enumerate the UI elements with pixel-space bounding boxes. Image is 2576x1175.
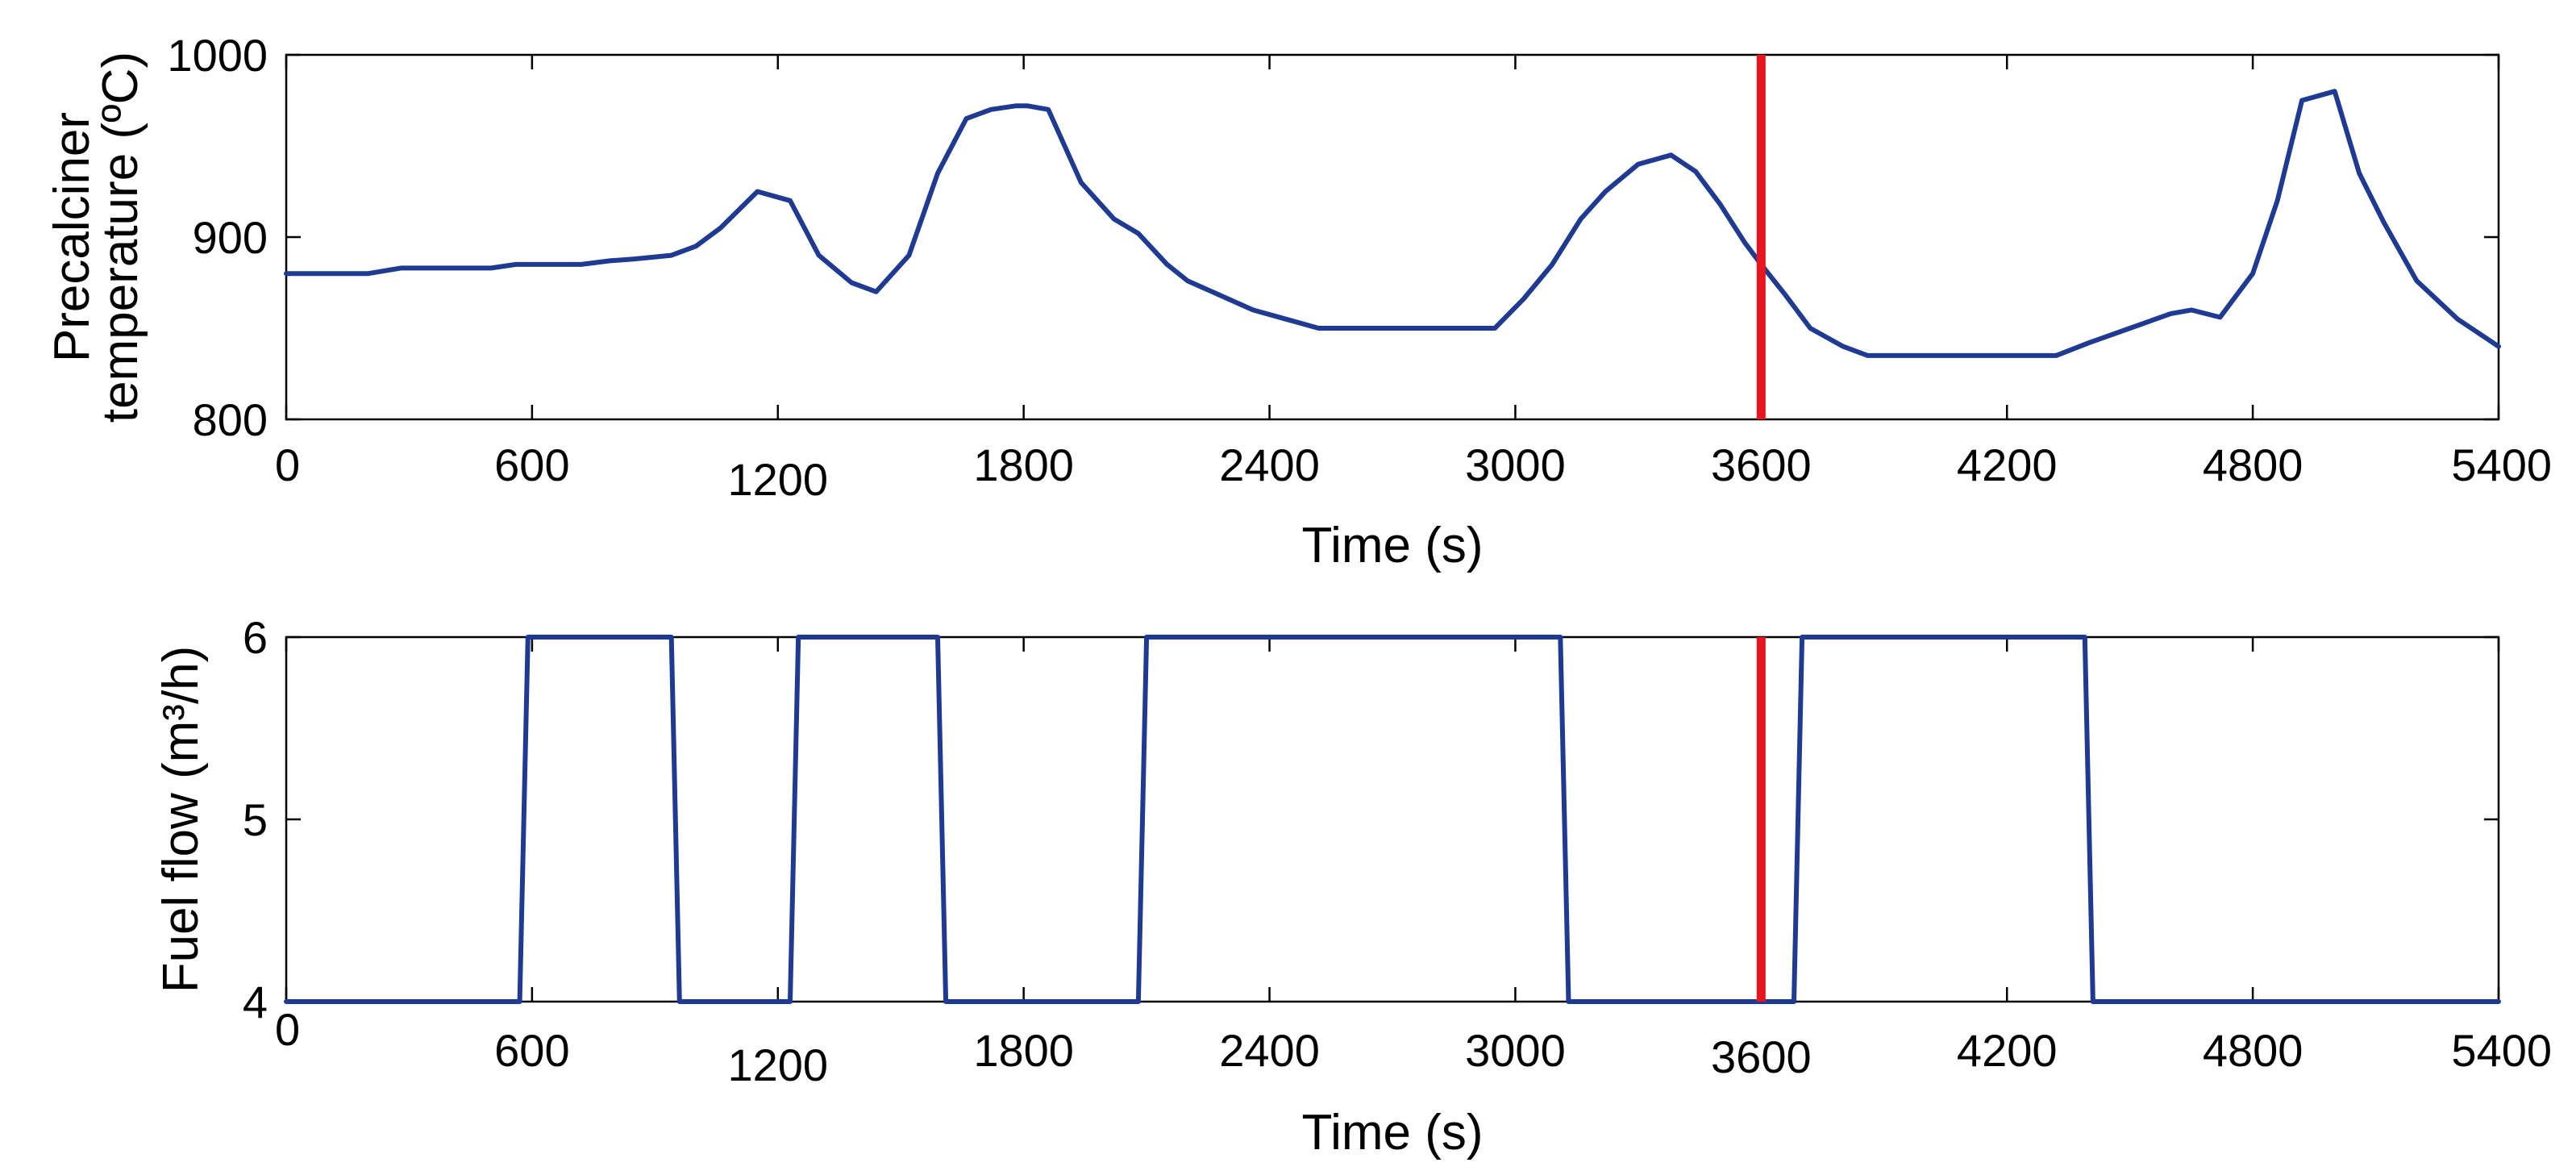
x-tick-label: 5400	[2451, 1025, 2552, 1076]
series-group-bottom	[284, 635, 2501, 1004]
x-tick-label: 0	[275, 1004, 300, 1055]
y-tick-labels-top: 800 900 1000	[167, 30, 2499, 445]
y-tick-label: 1000	[167, 30, 268, 81]
y-tick-label: 6	[243, 612, 268, 663]
x-axis-label-top: Time (s)	[1302, 518, 1484, 573]
x-tick-label: 2400	[1219, 1025, 1320, 1076]
x-tick-label: 600	[494, 440, 569, 490]
y-tick-label: 800	[193, 394, 268, 445]
series-line	[284, 635, 2501, 1004]
x-tick-label: 0	[275, 440, 300, 490]
x-tick-label: 3000	[1465, 440, 1566, 490]
x-tick-label: 4800	[2203, 1025, 2303, 1076]
x-tick-label: 4800	[2203, 440, 2303, 490]
x-tick-label: 3600	[1711, 440, 1812, 490]
x-tick-label: 1200	[727, 1040, 828, 1090]
x-tick-label: 3000	[1465, 1025, 1566, 1076]
x-tick-label: 600	[494, 1025, 569, 1076]
plot-frame-bottom	[285, 635, 2500, 1003]
y-axis-label-bottom: Fuel flow (m³/h)	[153, 646, 209, 994]
x-tick-label: 5400	[2451, 440, 2552, 490]
x-tick-labels-bottom: 0 600 1200 1800 2400 3000 3600 4200 4800 5400	[275, 637, 2552, 1090]
y-tick-labels-bottom: 4 5 6	[243, 612, 2499, 1027]
chart-precalciner-temperature: 800 900 1000 0 600 1200 1800 2400 3000 3600 4200 4…	[44, 30, 2552, 573]
x-tick-label: 3600	[1711, 1031, 1812, 1082]
x-tick-label: 4200	[1957, 440, 2058, 490]
x-tick-labels-top: 0 600 1200 1800 2400 3000 3600 4200 4800 5400	[275, 55, 2552, 505]
chart-fuel-flow: 4 5 6 0 600 1200 1800 2400 3000 3600 4200 4800 5400…	[153, 612, 2552, 1160]
x-axis-label-bottom: Time (s)	[1302, 1105, 1484, 1160]
x-tick-label: 2400	[1219, 440, 1320, 490]
y-tick-label: 5	[243, 794, 268, 845]
x-tick-label: 1200	[727, 454, 828, 505]
y-tick-label: 900	[193, 212, 268, 263]
y-tick-label: 4	[243, 977, 268, 1027]
plot-frame-top	[285, 53, 2500, 421]
y-axis-label-top-line-1: Precalciner	[44, 112, 100, 362]
x-tick-label: 1800	[973, 1025, 1074, 1076]
series-group-top	[284, 89, 2501, 358]
series-line	[284, 89, 2501, 358]
x-tick-label: 4200	[1957, 1025, 2058, 1076]
x-tick-label: 1800	[973, 440, 1074, 490]
y-axis-label-top-line-2: temperature (ºC)	[93, 52, 148, 423]
